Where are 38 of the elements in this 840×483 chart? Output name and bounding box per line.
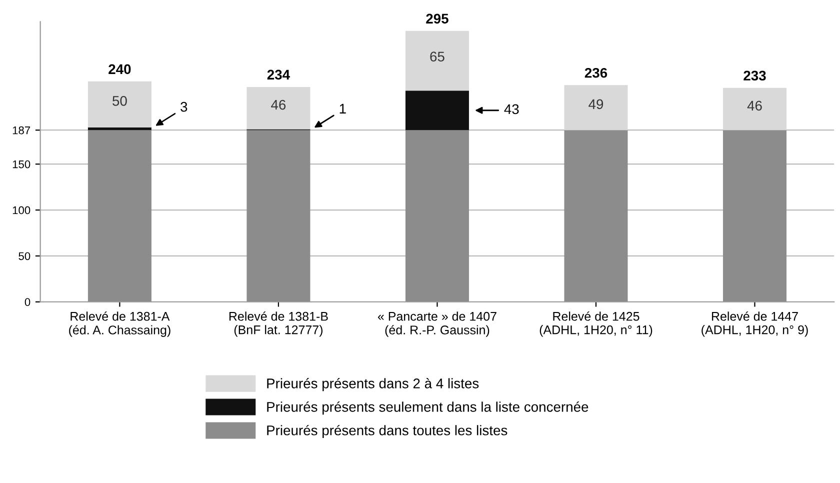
data-label: 46 (747, 100, 762, 111)
legend-label: Prieurés présents dans 2 à 4 listes (267, 378, 479, 392)
bar (88, 81, 152, 128)
y-tick-label: 187 (12, 126, 30, 134)
x-tick-label: Relevé de 1381-B (BnF lat. 12777) (229, 311, 328, 337)
bar (405, 130, 469, 302)
total-label: 295 (426, 14, 448, 24)
legend-label: Prieurés présents seulement dans la liste concernée (267, 401, 588, 415)
bar (722, 130, 786, 302)
total-label: 233 (744, 70, 766, 81)
total-label: 234 (267, 70, 290, 80)
data-label: 46 (271, 100, 286, 110)
bar (405, 30, 469, 91)
legend-label: Prieurés présents dans toutes les listes (267, 424, 508, 438)
x-tick-label: Relevé de 1425 (ADHL, 1H20, n° 11) (540, 311, 652, 337)
data-label: 65 (430, 52, 444, 62)
bar (722, 88, 786, 130)
bar (564, 85, 628, 130)
bar (246, 130, 310, 302)
y-tick-label: 0 (24, 298, 30, 306)
total-label: 236 (584, 68, 608, 78)
bar (564, 130, 628, 302)
data-label: 49 (588, 99, 604, 110)
data-label: 3 (180, 102, 188, 112)
bar (88, 127, 152, 130)
x-tick-label: Relevé de 1381-A (éd. A. Chassaing) (69, 311, 170, 337)
total-label: 240 (108, 64, 131, 74)
x-tick-label: « Pancarte » de 1407 (éd. R.-P. Gaussin) (378, 312, 496, 337)
y-tick-label: 150 (12, 160, 30, 168)
y-tick-label: 100 (12, 206, 30, 214)
data-label: 1 (340, 104, 346, 114)
bar (405, 90, 469, 130)
y-tick-label: 50 (18, 252, 30, 260)
x-tick-label: Relevé de 1447 (ADHL, 1H20, n° 9) (702, 311, 808, 337)
data-label: 43 (504, 104, 519, 114)
data-label: 50 (112, 96, 127, 106)
bar (246, 86, 310, 130)
bar (88, 130, 152, 302)
